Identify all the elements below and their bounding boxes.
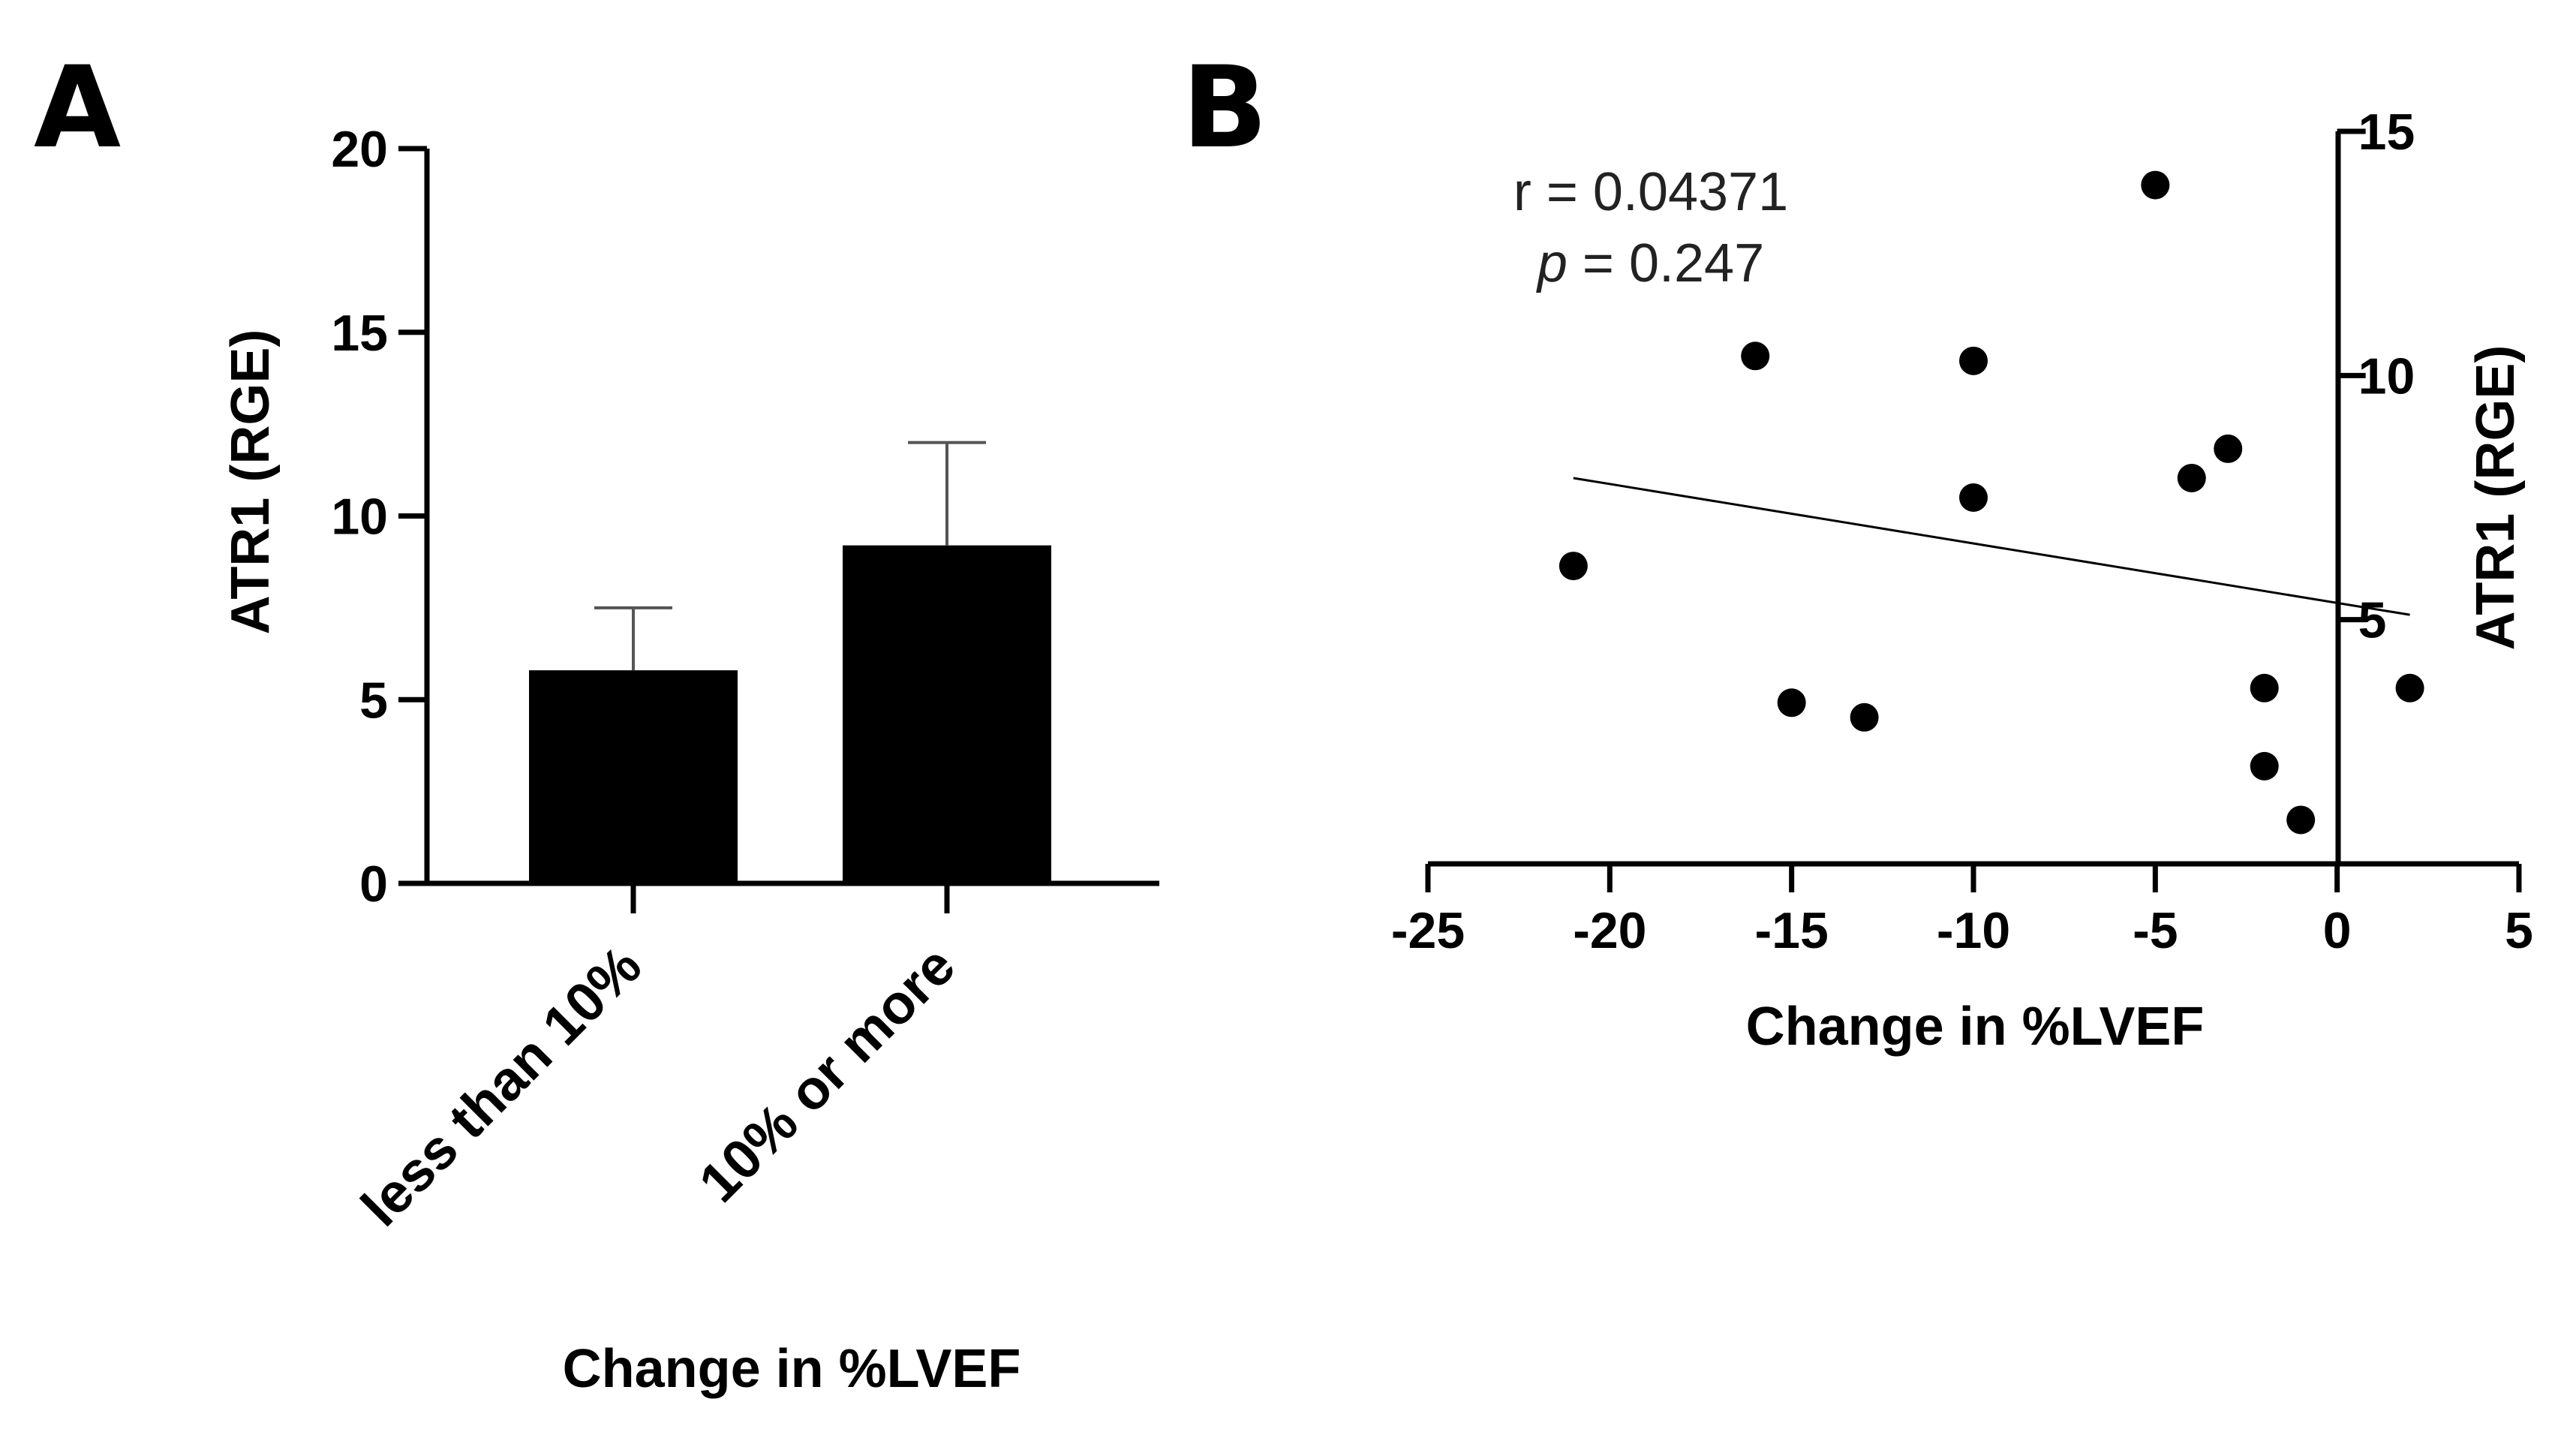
correlation-r-label: r = 0.04371 (1513, 162, 1788, 222)
category-label: 10% or more (687, 934, 967, 1214)
x-axis-title: Change in %LVEF (1746, 997, 2205, 1057)
p-symbol: p (1536, 233, 1568, 293)
x-axis-title: Change in %LVEF (563, 1339, 1021, 1399)
scatter-point (1559, 552, 1588, 581)
scatter-point (1959, 483, 1988, 512)
bar-chart: 0 5 10 15 20 less than 10% 10% or more ATR1 (… (221, 121, 1159, 1399)
y-axis-title: ATR1 (RGE) (2466, 345, 2526, 651)
x-tick-label: -5 (2133, 902, 2178, 959)
y-axis-title: ATR1 (RGE) (221, 329, 281, 635)
scatter-point (1959, 346, 1988, 375)
y-tick-label: 5 (2358, 592, 2387, 649)
y-tick-label: 10 (2358, 347, 2415, 405)
p-value: = 0.247 (1568, 233, 1764, 293)
panel-label-a: A (34, 43, 121, 173)
scatter-point (2250, 751, 2279, 781)
category-label: less than 10% (350, 934, 654, 1238)
scatter-point (2286, 805, 2316, 835)
y-tick-label: 15 (331, 305, 388, 362)
scatter-point (2214, 434, 2243, 463)
bar (529, 670, 738, 883)
scatter-point (2141, 170, 2170, 200)
y-tick-label: 15 (2358, 104, 2415, 161)
y-tick-label: 5 (359, 672, 388, 729)
scatter-point (2250, 673, 2279, 702)
scatter-point (2395, 673, 2424, 702)
y-tick-label: 20 (331, 121, 388, 178)
scatter-point (1850, 702, 1879, 732)
scatter-chart: -25 -20 -15 -10 -5 0 5 5 10 15 r = 0.04371 p = 0… (1391, 104, 2533, 1057)
x-tick-label: -15 (1755, 902, 1829, 959)
scatter-point (2177, 463, 2206, 492)
panel-label-b: B (1182, 43, 1267, 173)
scatter-point (1741, 341, 1770, 371)
regression-line (1573, 477, 2410, 616)
y-tick-label: 0 (359, 856, 388, 913)
y-tick-label: 10 (331, 489, 388, 546)
x-tick-label: -25 (1391, 902, 1465, 959)
x-tick-label: 0 (2323, 902, 2352, 959)
scatter-point (1777, 688, 1806, 718)
p-value-label: p = 0.247 (1536, 233, 1764, 293)
x-tick-label: -10 (1937, 902, 2010, 959)
x-tick-label: 5 (2505, 902, 2533, 959)
x-tick-label: -20 (1573, 902, 1646, 959)
bar (843, 545, 1051, 883)
